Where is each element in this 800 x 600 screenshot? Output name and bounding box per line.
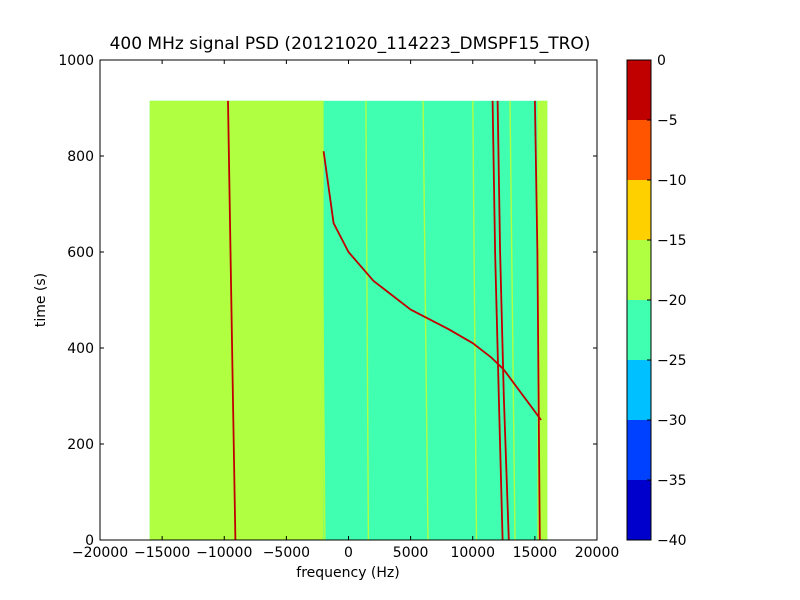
- x-axis-label: frequency (Hz): [296, 565, 399, 581]
- y-tick-label: 600: [67, 245, 94, 261]
- signal-trace-5: [365, 100, 370, 541]
- x-tick-label: −20000: [72, 545, 128, 561]
- colorbar-tick-label: −35: [657, 473, 687, 489]
- colorbar-tick-label: −25: [657, 353, 687, 369]
- signal-trace-10: [509, 100, 516, 541]
- y-tick-label: 0: [85, 533, 94, 549]
- x-axis-ticks: −20000 −15000 −10000 −5000 0 5000 10000 15000 20…: [72, 60, 619, 561]
- psd-noise-band: [149, 100, 324, 541]
- x-tick-label: −10000: [196, 545, 252, 561]
- colorbar-segment: [627, 180, 651, 240]
- x-tick-label: 5000: [393, 545, 429, 561]
- colorbar-tick-label: −40: [657, 533, 687, 549]
- signal-trace-4: [320, 100, 326, 541]
- signal-trace-7: [472, 100, 478, 541]
- signal-trace-2: [173, 100, 177, 541]
- colorbar-tick-label: 0: [657, 53, 666, 69]
- y-axis-ticks: 0 200 400 600 800 1000: [58, 53, 597, 549]
- colorbar-segment: [627, 360, 651, 420]
- signal-trace-6: [422, 100, 429, 541]
- colorbar-tick-label: −10: [657, 173, 687, 189]
- colorbar-tick-label: −20: [657, 293, 687, 309]
- x-tick-label: 0: [344, 545, 353, 561]
- x-tick-label: 10000: [450, 545, 495, 561]
- signal-trace-11: [534, 100, 541, 541]
- signal-trace-9: [496, 100, 510, 541]
- colorbar-segment: [627, 60, 651, 120]
- colorbar-segments: [627, 60, 651, 540]
- colorbar: −40 −35 −30 −25 −20 −15 −10 −5 0: [626, 53, 687, 549]
- colorbar-segment: [627, 420, 651, 480]
- signal-trace-8: [491, 100, 504, 541]
- signal-trace-3: [203, 100, 209, 541]
- colorbar-segment: [627, 120, 651, 180]
- colorbar-segment: [627, 240, 651, 300]
- y-tick-label: 800: [67, 149, 94, 165]
- colorbar-tick-label: −5: [657, 113, 678, 129]
- x-tick-label: 15000: [513, 545, 558, 561]
- chart-title: 400 MHz signal PSD (20121020_114223_DMSP…: [110, 34, 591, 54]
- y-tick-label: 1000: [58, 53, 94, 69]
- colorbar-segment: [627, 480, 651, 540]
- colorbar-ticks: −40 −35 −30 −25 −20 −15 −10 −5 0: [647, 53, 687, 549]
- x-tick-label: −5000: [263, 545, 310, 561]
- colorbar-segment: [627, 300, 651, 360]
- signal-trace-1: [155, 100, 160, 541]
- signal-trace-12: [322, 151, 542, 421]
- x-tick-label: −15000: [134, 545, 190, 561]
- psd-edge-band: [537, 100, 548, 541]
- signal-trace-0: [227, 100, 237, 541]
- y-tick-label: 400: [67, 341, 94, 357]
- y-axis-label: time (s): [33, 273, 49, 327]
- colorbar-tick-label: −15: [657, 233, 687, 249]
- psd-data-layer: [149, 100, 548, 541]
- plot-area: −20000 −15000 −10000 −5000 0 5000 10000 15000 20…: [58, 53, 619, 561]
- y-tick-label: 200: [67, 437, 94, 453]
- colorbar-tick-label: −30: [657, 413, 687, 429]
- x-tick-label: 20000: [575, 545, 620, 561]
